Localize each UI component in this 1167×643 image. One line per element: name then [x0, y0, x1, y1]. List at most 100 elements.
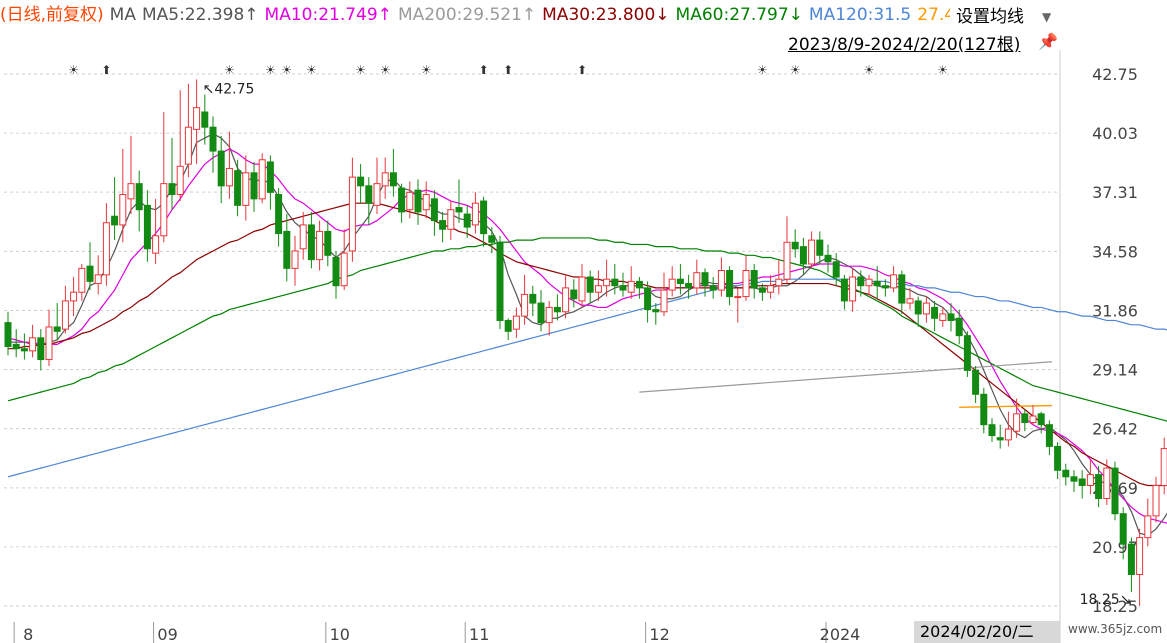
candle-body[interactable]: [717, 270, 725, 291]
candle-body[interactable]: [816, 239, 824, 256]
candle-body[interactable]: [676, 278, 684, 285]
event-marker-icon[interactable]: ⬆: [101, 63, 111, 77]
candle-body[interactable]: [1037, 413, 1045, 426]
candle-body[interactable]: [152, 235, 160, 254]
event-marker-icon[interactable]: ☀: [265, 63, 276, 77]
candle-body[interactable]: [742, 270, 750, 298]
candle-body[interactable]: [176, 165, 184, 196]
candle-body[interactable]: [225, 167, 233, 187]
candle-body[interactable]: [217, 150, 225, 187]
candle-body[interactable]: [963, 335, 971, 371]
candle-body[interactable]: [603, 278, 611, 287]
candle-body[interactable]: [586, 276, 594, 293]
candle-body[interactable]: [357, 176, 365, 187]
candle-body[interactable]: [463, 213, 471, 228]
candle-body[interactable]: [143, 204, 151, 250]
candle-body[interactable]: [86, 265, 94, 282]
candle-body[interactable]: [1029, 415, 1037, 424]
candle-body[interactable]: [291, 250, 299, 269]
candle-body[interactable]: [439, 220, 447, 230]
candle-body[interactable]: [1013, 413, 1021, 432]
candle-body[interactable]: [340, 252, 348, 287]
candle-body[interactable]: [1095, 474, 1103, 500]
event-marker-icon[interactable]: ☀: [421, 63, 432, 77]
candle-body[interactable]: [242, 172, 250, 206]
candle-body[interactable]: [45, 326, 53, 361]
candle-body[interactable]: [750, 270, 758, 289]
candle-body[interactable]: [29, 337, 37, 352]
candle-body[interactable]: [168, 183, 176, 196]
candle-body[interactable]: [234, 170, 242, 206]
event-marker-icon[interactable]: ☀: [355, 63, 366, 77]
candle-body[interactable]: [1111, 467, 1119, 515]
candle-body[interactable]: [1127, 543, 1135, 576]
candle-body[interactable]: [160, 183, 168, 237]
event-marker-icon[interactable]: ☀: [68, 63, 79, 77]
candle-body[interactable]: [594, 285, 602, 293]
candle-body[interactable]: [996, 437, 1004, 441]
candle-body[interactable]: [799, 246, 807, 265]
candle-body[interactable]: [184, 126, 192, 165]
candle-body[interactable]: [373, 183, 381, 206]
candle-body[interactable]: [406, 191, 414, 211]
event-marker-icon[interactable]: ☀: [224, 63, 235, 77]
candle-body[interactable]: [668, 278, 676, 291]
candle-body[interactable]: [529, 293, 537, 304]
candle-body[interactable]: [70, 291, 78, 302]
candle-body[interactable]: [275, 194, 283, 235]
event-marker-icon[interactable]: ☀: [306, 63, 317, 77]
event-marker-icon[interactable]: ☀: [380, 63, 391, 77]
candle-body[interactable]: [644, 287, 652, 311]
candle-body[interactable]: [496, 241, 504, 321]
candle-body[interactable]: [4, 322, 12, 348]
candle-body[interactable]: [111, 215, 119, 226]
event-marker-icon[interactable]: ☀: [790, 63, 801, 77]
candle-body[interactable]: [619, 285, 627, 291]
event-marker-icon[interactable]: ⬆: [503, 63, 513, 77]
candle-body[interactable]: [857, 276, 865, 287]
candle-body[interactable]: [119, 194, 127, 226]
candle-body[interactable]: [94, 274, 102, 285]
candle-body[interactable]: [324, 230, 332, 256]
candle-body[interactable]: [1086, 474, 1094, 486]
candle-body[interactable]: [701, 272, 709, 287]
candle-body[interactable]: [767, 285, 775, 293]
candle-body[interactable]: [504, 319, 512, 332]
candle-body[interactable]: [381, 172, 389, 187]
candle-body[interactable]: [709, 285, 717, 291]
candle-body[interactable]: [693, 272, 701, 289]
pin-icon[interactable]: 📌: [1038, 32, 1058, 51]
candle-body[interactable]: [1144, 515, 1152, 539]
candle-body[interactable]: [1004, 428, 1012, 441]
candle-body[interactable]: [562, 287, 570, 313]
candle-body[interactable]: [135, 183, 143, 211]
event-marker-icon[interactable]: ⬆: [577, 63, 587, 77]
candle-body[interactable]: [316, 230, 324, 261]
candle-body[interactable]: [1045, 424, 1053, 447]
candle-body[interactable]: [1103, 467, 1111, 500]
candle-body[interactable]: [972, 369, 980, 395]
candle-body[interactable]: [988, 424, 996, 437]
candle-body[interactable]: [1021, 413, 1029, 424]
candle-body[interactable]: [78, 267, 86, 293]
candle-body[interactable]: [832, 261, 840, 278]
candle-body[interactable]: [365, 185, 373, 204]
candle-body[interactable]: [455, 207, 463, 213]
candle-body[interactable]: [545, 306, 553, 324]
candle-body[interactable]: [1070, 476, 1078, 482]
candle-body[interactable]: [127, 183, 135, 200]
candle-body[interactable]: [955, 317, 963, 337]
candle-body[interactable]: [980, 393, 988, 426]
candle-body[interactable]: [685, 283, 693, 289]
candle-body[interactable]: [512, 315, 520, 330]
candle-body[interactable]: [906, 298, 914, 304]
candle-body[interactable]: [635, 280, 643, 289]
set-moving-average-button[interactable]: 设置均线 ▼: [950, 4, 1066, 30]
event-marker-icon[interactable]: ☀: [864, 63, 875, 77]
event-marker-icon[interactable]: ☀: [281, 63, 292, 77]
candle-body[interactable]: [307, 224, 315, 261]
candle-body[interactable]: [266, 161, 274, 193]
candle-body[interactable]: [726, 270, 734, 298]
